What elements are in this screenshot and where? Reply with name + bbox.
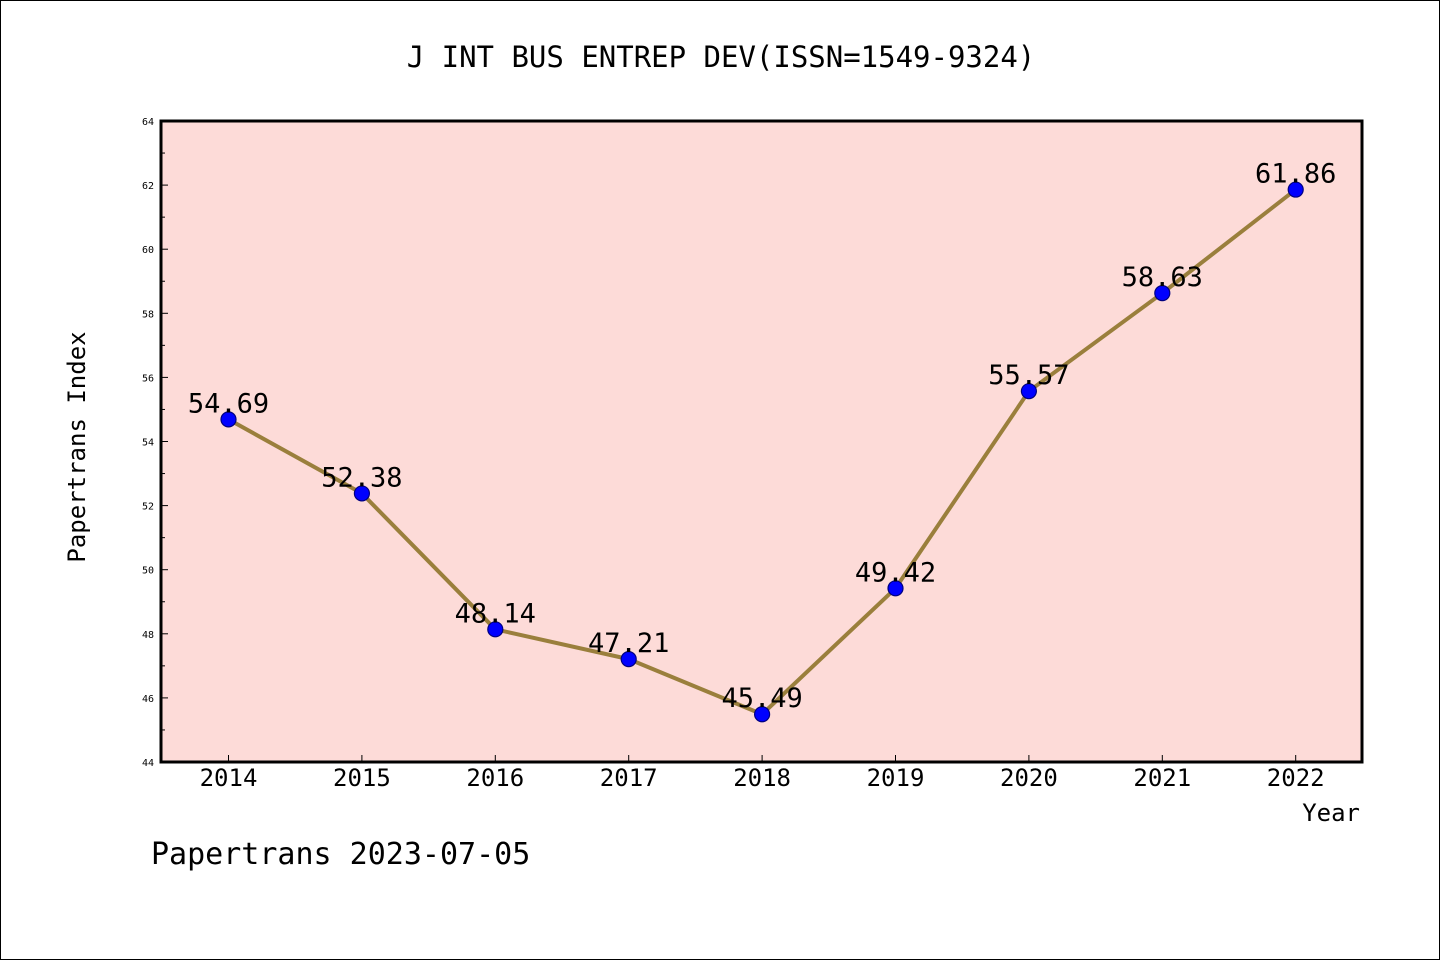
data-value-label: 61.86 (1255, 159, 1336, 190)
y-tick-label: 46 (142, 694, 154, 705)
x-tick-label: 2014 (200, 764, 258, 792)
plot-border (159, 119, 1364, 764)
y-tick-label: 64 (142, 117, 154, 128)
x-tick-label: 2022 (1267, 764, 1325, 792)
chart-title: J INT BUS ENTREP DEV(ISSN=1549-9324) (407, 40, 1036, 74)
y-axis-label: Papertrans Index (63, 331, 91, 562)
series-layer: 54.69 52.38 48.14 47.21 45.49 49.42 55.57 58.63… (188, 159, 1336, 723)
data-value-label: 47.21 (588, 628, 669, 659)
y-tick-label: 54 (142, 438, 154, 449)
data-point-marker (353, 485, 370, 502)
y-axis-ticks: 44 46 48 50 52 54 56 58 60 62 64 (142, 117, 168, 769)
data-point-marker (1020, 383, 1038, 400)
x-tick-label: 2021 (1133, 764, 1191, 792)
data-point-marker (887, 580, 904, 597)
y-tick-label: 52 (142, 502, 154, 513)
y-tick-label: 56 (142, 373, 154, 384)
y-tick-label: 58 (142, 309, 154, 320)
y-tick-label: 60 (142, 245, 154, 256)
x-tick-label: 2018 (733, 764, 791, 792)
y-tick-label: 62 (142, 181, 154, 192)
x-axis-ticks: 2014 2015 2016 2017 2018 2019 2020 2021 2022 (200, 755, 1325, 792)
data-value-label: 58.63 (1122, 262, 1203, 293)
x-tick-label: 2019 (867, 764, 925, 792)
x-tick-label: 2020 (1000, 764, 1058, 792)
x-tick-label: 2017 (600, 764, 658, 792)
data-point-marker (1154, 285, 1171, 302)
x-tick-label: 2015 (333, 764, 391, 792)
data-point-marker (620, 651, 637, 668)
data-value-label: 45.49 (721, 683, 802, 714)
data-point-marker (220, 411, 237, 428)
data-value-label: 55.57 (988, 360, 1069, 391)
x-tick-label: 2016 (466, 764, 524, 792)
data-value-label: 49.42 (855, 557, 936, 588)
footer-watermark: Papertrans 2023-07-05 (151, 837, 530, 872)
y-tick-label: 50 (142, 566, 154, 577)
data-value-label: 48.14 (455, 598, 536, 629)
data-value-label: 52.38 (321, 462, 402, 493)
y-tick-label: 44 (142, 758, 154, 769)
data-point-marker (753, 706, 771, 723)
x-axis-label: Year (1302, 799, 1360, 827)
data-value-label: 54.69 (188, 388, 269, 419)
y-tick-label: 48 (142, 630, 154, 641)
plot-area (161, 121, 1362, 762)
data-point-marker (487, 621, 504, 638)
data-point-marker (1287, 181, 1304, 198)
